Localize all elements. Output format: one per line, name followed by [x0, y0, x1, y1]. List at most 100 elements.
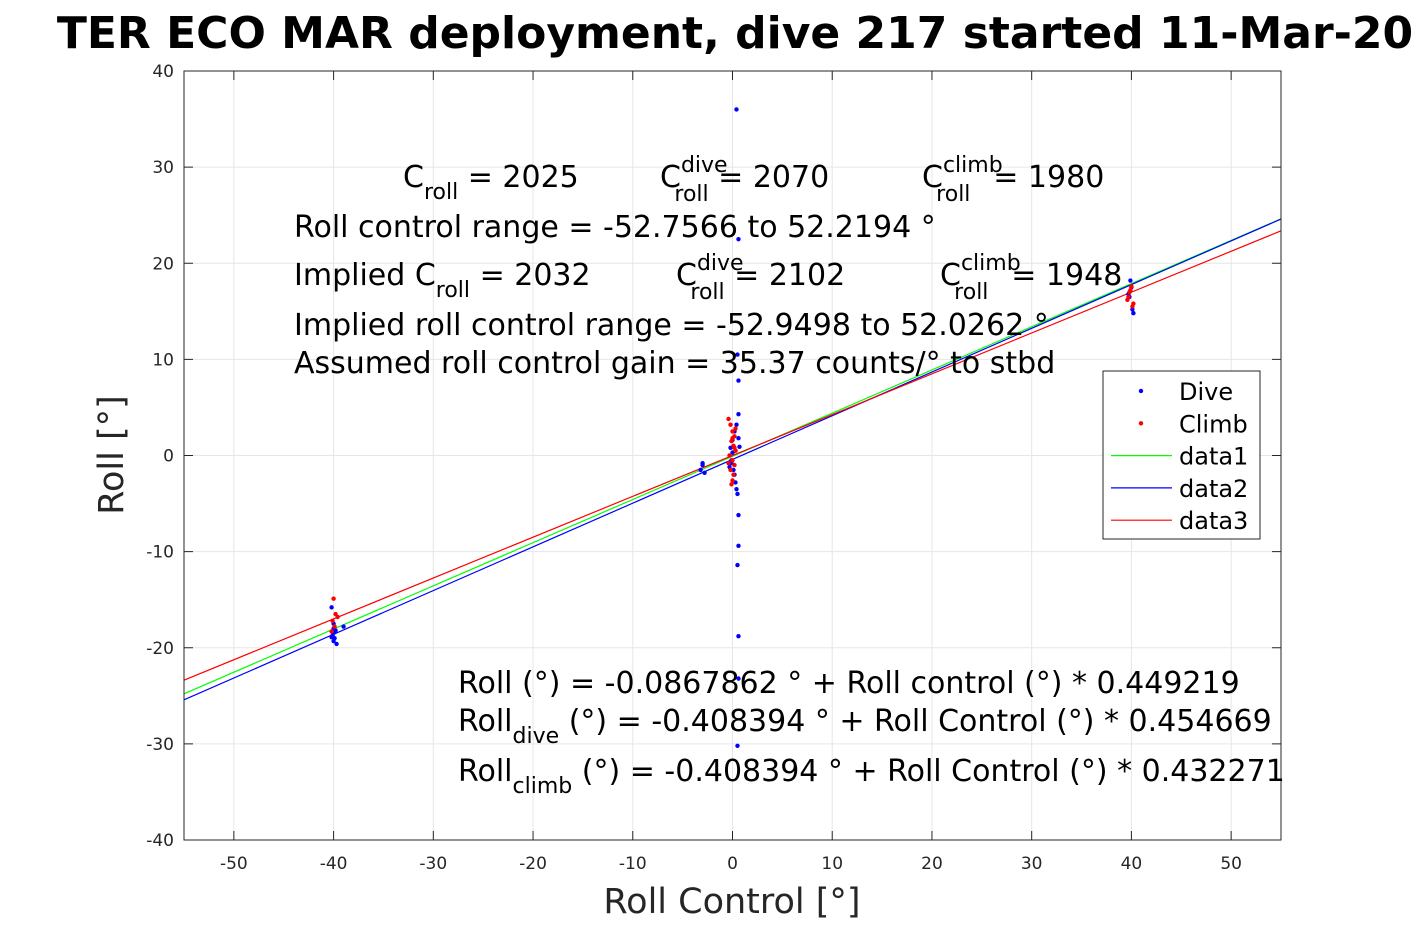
dive-point [736, 378, 741, 383]
x-tick-label: 10 [821, 854, 843, 874]
dive-point [334, 641, 339, 647]
implied-roll-control-range: Implied roll control range = -52.9498 to… [294, 308, 1049, 343]
x-tick-label: -50 [220, 854, 248, 874]
dive-point [735, 491, 740, 497]
y-tick-labels: -40 -30 -20 -10 0 10 20 30 40 [146, 62, 174, 851]
y-tick-label: -20 [146, 639, 174, 659]
dive-point [737, 444, 742, 450]
x-tick-label: -10 [619, 854, 647, 874]
climb-point [733, 426, 738, 431]
x-axis-label: Roll Control [°] [603, 882, 860, 922]
x-tick-label: -20 [519, 854, 547, 874]
x-tick-label: -30 [419, 854, 447, 874]
dive-point [700, 460, 705, 466]
climb-point [732, 462, 737, 468]
c-roll-2: Cclimb roll = 1980 [922, 153, 1104, 207]
x-tick-label: -40 [320, 854, 348, 874]
climb-point [330, 618, 335, 624]
c-roll-0: Croll = 2025 [403, 160, 579, 205]
y-axis-label: Roll [°] [92, 395, 132, 515]
legend-label-data3: data3 [1179, 507, 1248, 535]
climb-point [1130, 304, 1135, 309]
dive-point [735, 743, 740, 748]
legend-label-Dive: Dive [1179, 378, 1233, 406]
dive-point [734, 486, 739, 492]
dive-point [736, 676, 741, 681]
x-tick-label: 0 [727, 854, 738, 874]
dive-point [331, 638, 336, 644]
climb-point [729, 482, 734, 487]
y-tick-label: 40 [152, 62, 174, 82]
legend-marker-Dive [1138, 388, 1144, 394]
dive-point [736, 512, 741, 518]
climb-point [731, 472, 736, 477]
climb-point [1129, 284, 1134, 289]
climb-point [1128, 287, 1133, 293]
x-tick-label: 50 [1220, 854, 1242, 874]
climb-point [726, 460, 731, 466]
roll-control-range: Roll control range = -52.7566 to 52.2194… [294, 210, 936, 245]
fit-line-data3 [183, 230, 1282, 681]
y-tick-label: -40 [146, 831, 174, 851]
climb-point [329, 629, 334, 634]
roll-control-gain: Assumed roll control gain = 35.37 counts… [294, 346, 1055, 381]
dive-point [735, 562, 740, 568]
y-tick-label: -10 [146, 543, 174, 563]
climb-point [730, 478, 735, 483]
legend-label-data1: data1 [1179, 443, 1248, 471]
climb-point [727, 453, 732, 458]
y-tick-label: 20 [152, 254, 174, 274]
x-tick-labels: -50 -40 -30 -20 -10 0 10 20 30 40 50 [220, 854, 1242, 874]
climb-point [332, 624, 337, 629]
dive-point [698, 467, 703, 473]
dive-point [341, 624, 346, 629]
y-tick-label: 30 [152, 158, 174, 178]
fit-equation-all: Roll (°) = -0.0867862 ° + Roll control (… [458, 666, 1240, 701]
implied-c-roll-2: Cclimb roll = 1948 [940, 251, 1122, 305]
fit-equation-dive: Rolldive (°) = -0.408394 ° + Roll Contro… [458, 704, 1272, 749]
climb-point [732, 445, 737, 451]
chart-title: TER ECO MAR deployment, dive 217 started… [57, 8, 1413, 59]
legend-marker-Climb [1138, 421, 1144, 426]
x-tick-label: 20 [921, 854, 943, 874]
dive-point [329, 634, 334, 640]
climb-point [331, 596, 336, 601]
y-tick-label: 10 [152, 350, 174, 370]
legend: Dive Climb data1 data2 data3 [1102, 370, 1261, 540]
climb-point [730, 458, 735, 463]
dive-point [736, 543, 741, 549]
y-tick-label: -30 [146, 735, 174, 755]
dive-point [736, 435, 741, 441]
axes-box [183, 70, 1282, 841]
x-tick-label: 40 [1121, 854, 1143, 874]
c-roll-1: Cdive roll = 2070 [660, 153, 829, 207]
dive-point [734, 107, 739, 112]
climb-point [335, 614, 340, 620]
dive-point [329, 605, 334, 610]
annotations: Croll = 2025 Cdive roll = 2070 Cclimb roll =… [294, 153, 1285, 799]
climb-point [728, 422, 733, 427]
x-tick-label: 30 [1021, 854, 1043, 874]
dive-point [736, 237, 741, 242]
fit-line-data1 [183, 218, 1282, 695]
dive-point [1128, 278, 1133, 283]
dive-point [702, 470, 707, 476]
implied-c-roll-0: Implied Croll = 2032 [294, 258, 591, 303]
climb-point [728, 467, 733, 473]
data-points [329, 107, 1136, 748]
y-tick-label: 0 [163, 447, 174, 467]
climb-point [730, 435, 735, 441]
legend-label-data2: data2 [1179, 475, 1248, 503]
climb-point [730, 429, 735, 434]
legend-label-Climb: Climb [1179, 410, 1248, 438]
dive-point [734, 422, 739, 427]
implied-c-roll-1: Cdive roll = 2102 [676, 251, 845, 305]
dive-point [736, 411, 741, 417]
grid [184, 70, 1281, 841]
dive-point [735, 352, 740, 357]
dive-point [1131, 311, 1136, 316]
dive-point [736, 634, 741, 639]
climb-point [726, 416, 731, 422]
fit-equation-climb: Rollclimb (°) = -0.408394 ° + Roll Contr… [458, 754, 1285, 799]
